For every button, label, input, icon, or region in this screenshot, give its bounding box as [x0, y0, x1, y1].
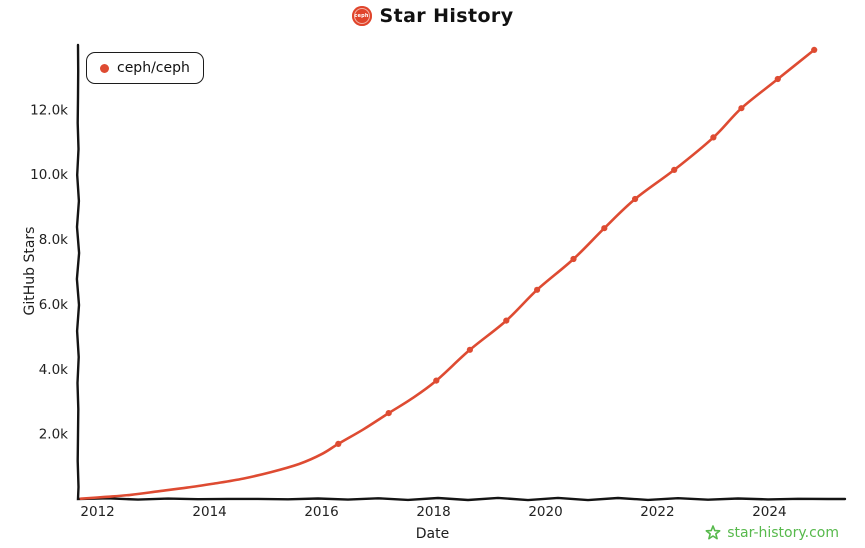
ceph-logo-text: ceph: [354, 13, 369, 19]
ceph-logo-icon: ceph: [351, 6, 372, 26]
x-tick-label: 2020: [528, 504, 562, 520]
y-axis-label: GitHub Stars: [22, 226, 38, 316]
series-line: [79, 48, 816, 500]
star-icon: [705, 525, 721, 540]
y-tick-label: 8.0k: [39, 232, 68, 248]
x-tick-label: 2018: [416, 504, 450, 520]
chart-title: Star History: [379, 5, 514, 27]
x-tick-label: 2016: [304, 504, 338, 520]
data-point-marker: [601, 225, 608, 232]
data-point-marker: [466, 346, 473, 353]
data-point-marker: [503, 317, 510, 324]
legend-series-label: ceph/ceph: [117, 60, 190, 76]
data-point-marker: [710, 134, 717, 141]
data-point-marker: [738, 105, 745, 112]
legend-series-marker: [100, 63, 109, 73]
data-point-marker: [385, 410, 392, 417]
data-point-marker: [335, 440, 342, 447]
star-history-link[interactable]: star-history.com: [705, 525, 839, 541]
data-point-marker: [671, 166, 678, 173]
y-tick-label: 4.0k: [39, 362, 68, 378]
y-tick-label: 10.0k: [30, 167, 68, 183]
y-tick-label: 12.0k: [30, 102, 68, 118]
legend: ceph/ceph: [86, 52, 204, 84]
brand-text: star-history.com: [727, 525, 839, 541]
data-point-marker: [774, 75, 781, 83]
data-point-marker: [632, 195, 639, 203]
x-tick-label: 2024: [752, 504, 786, 520]
x-tick-label: 2012: [80, 504, 114, 520]
x-axis-label: Date: [415, 526, 450, 542]
axes: [75, 43, 847, 502]
data-point-marker: [534, 286, 541, 293]
y-tick-label: 6.0k: [39, 297, 68, 313]
x-tick-label: 2022: [640, 504, 674, 520]
data-point-marker: [570, 255, 577, 263]
y-tick-label: 2.0k: [39, 427, 68, 443]
chart-header: ceph Star History: [0, 5, 865, 27]
x-tick-label: 2014: [192, 504, 226, 520]
data-point-marker: [811, 46, 818, 54]
data-point-marker: [433, 377, 440, 384]
